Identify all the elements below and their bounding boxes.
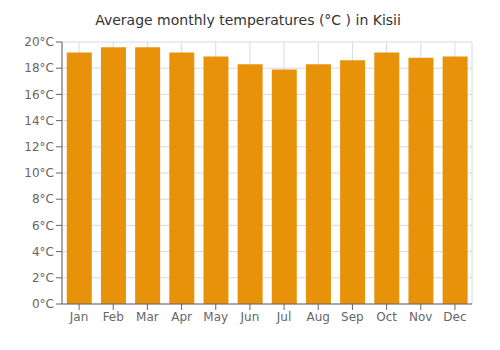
svg-text:Apr: Apr (171, 310, 192, 324)
svg-text:8°C: 8°C (32, 192, 54, 206)
html-text:Average monthly temperatures (: Average monthly temperatures (°C ) in Ki… (95, 12, 401, 28)
svg-text:Dec: Dec (443, 310, 466, 324)
svg-text:18°C: 18°C (24, 61, 54, 75)
svg-text:10°C: 10°C (24, 166, 54, 180)
svg-text:14°C: 14°C (24, 114, 54, 128)
svg-text:Feb: Feb (103, 310, 124, 324)
svg-text:20°C: 20°C (24, 35, 54, 49)
svg-text:Mar: Mar (136, 310, 159, 324)
svg-text:Jul: Jul (276, 310, 291, 324)
svg-text:Oct: Oct (376, 310, 397, 324)
svg-text:Nov: Nov (409, 310, 432, 324)
svg-text:4°C: 4°C (32, 245, 54, 259)
svg-text:May: May (203, 310, 228, 324)
svg-text:2°C: 2°C (32, 271, 54, 285)
svg-text:Jan: Jan (69, 310, 89, 324)
svg-text:6°C: 6°C (32, 219, 54, 233)
svg-text:16°C: 16°C (24, 88, 54, 102)
svg-text:Sep: Sep (341, 310, 364, 324)
svg-text:0°C: 0°C (32, 297, 54, 311)
svg-text:Jun: Jun (240, 310, 260, 324)
svg-text:Aug: Aug (307, 310, 330, 324)
svg-text:12°C: 12°C (24, 140, 54, 154)
